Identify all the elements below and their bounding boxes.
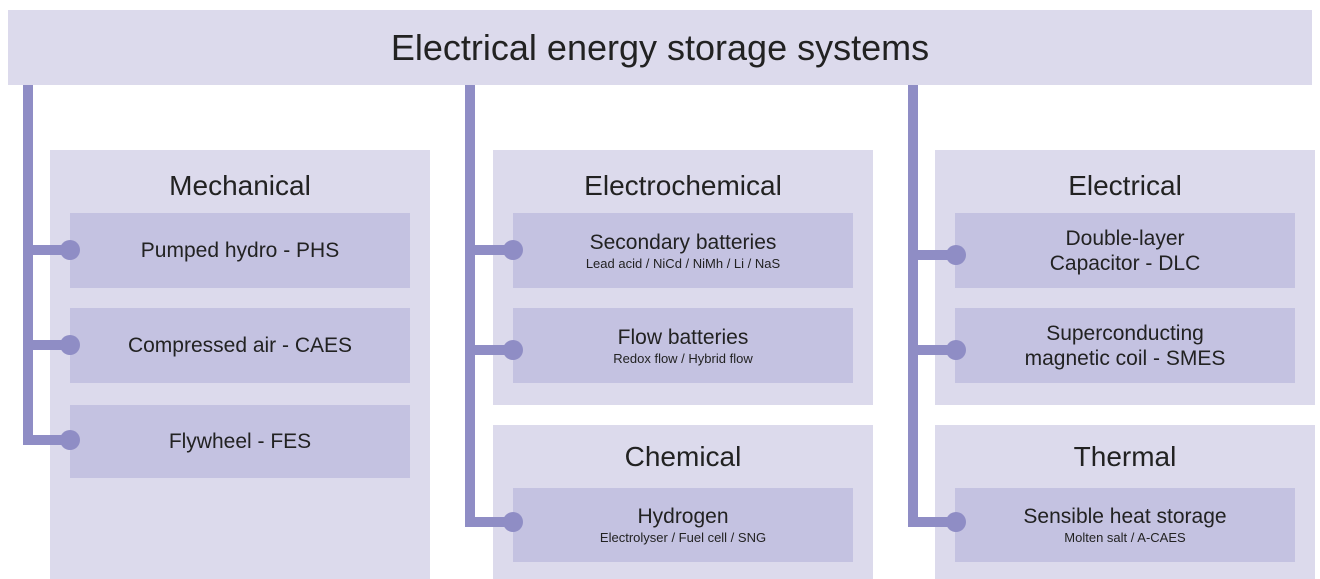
item-detail: Redox flow / Hybrid flow bbox=[613, 350, 753, 366]
storage-item: Sensible heat storage Molten salt / A-CAE… bbox=[955, 488, 1295, 562]
item-detail: Molten salt / A-CAES bbox=[1064, 530, 1186, 545]
item-detail: Lead acid / NiCd / NiMh / Li / NaS bbox=[585, 255, 781, 271]
item-label: Superconducting bbox=[1046, 321, 1204, 345]
storage-item: Flywheel - FES bbox=[70, 405, 410, 478]
item-label: Secondary batteries bbox=[589, 230, 777, 254]
connector-dot bbox=[60, 335, 80, 355]
item-label: Compressed air - CAES bbox=[127, 334, 353, 357]
storage-item: Hydrogen Electrolyser / Fuel cell / SNG bbox=[513, 488, 853, 562]
category-title: Electrochemical bbox=[584, 170, 782, 201]
storage-item: Flow batteries Redox flow / Hybrid flow bbox=[513, 308, 853, 383]
item-detail: Electrolyser / Fuel cell / SNG bbox=[599, 530, 767, 545]
item-label: Double-layer bbox=[1065, 226, 1185, 250]
item-label: Flywheel - FES bbox=[168, 430, 312, 453]
storage-item: Secondary batteries Lead acid / NiCd / Ni… bbox=[513, 213, 853, 288]
connector-dot bbox=[946, 340, 966, 360]
connector-dot bbox=[946, 245, 966, 265]
item-label: Sensible heat storage bbox=[1023, 505, 1227, 528]
connector-dot bbox=[946, 512, 966, 532]
category-title: Thermal bbox=[1073, 441, 1177, 472]
storage-item: Superconducting magnetic coil - SMES bbox=[955, 308, 1295, 383]
item-label: Hydrogen bbox=[637, 505, 729, 528]
main-title: Electrical energy storage systems bbox=[8, 10, 1312, 85]
connector-dot bbox=[60, 430, 80, 450]
category-title: Mechanical bbox=[169, 170, 311, 201]
item-label: Flow batteries bbox=[617, 325, 749, 349]
item-label: Capacitor - DLC bbox=[1049, 251, 1201, 275]
storage-item: Pumped hydro - PHS bbox=[70, 213, 410, 288]
category-title: Chemical bbox=[624, 441, 742, 472]
storage-item: Compressed air - CAES bbox=[70, 308, 410, 383]
item-label: magnetic coil - SMES bbox=[1024, 346, 1226, 370]
connector-dot bbox=[503, 240, 523, 260]
category-title: Electrical bbox=[1068, 170, 1182, 201]
connector-dot bbox=[503, 512, 523, 532]
connector-dot bbox=[503, 340, 523, 360]
storage-item: Double-layer Capacitor - DLC bbox=[955, 213, 1295, 288]
connector-dot bbox=[60, 240, 80, 260]
item-label: Pumped hydro - PHS bbox=[140, 239, 340, 262]
